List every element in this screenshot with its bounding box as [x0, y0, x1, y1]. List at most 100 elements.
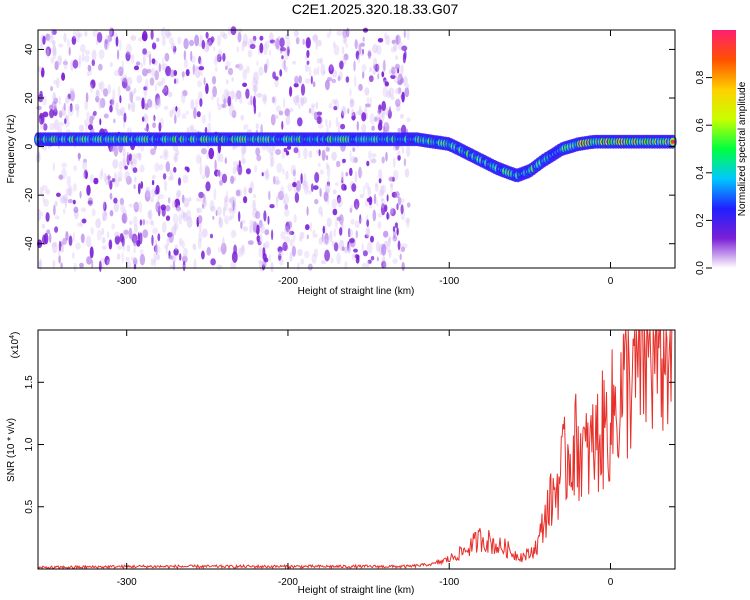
noise-speckle: [224, 195, 228, 203]
noise-speckle: [258, 219, 263, 229]
noise-speckle: [177, 36, 182, 45]
noise-speckle: [239, 94, 243, 105]
noise-speckle: [228, 199, 232, 204]
noise-speckle: [276, 194, 279, 202]
noise-speckle: [178, 213, 182, 225]
noise-speckle: [308, 150, 313, 159]
noise-speckle: [73, 165, 78, 171]
noise-speckle: [142, 48, 148, 55]
noise-speckle: [280, 185, 285, 197]
noise-speckle: [150, 220, 155, 227]
noise-speckle: [361, 242, 364, 253]
noise-speckle: [372, 44, 379, 54]
noise-speckle: [193, 107, 197, 120]
noise-speckle: [206, 153, 210, 160]
noise-speckle: [72, 183, 78, 192]
noise-speckle: [230, 175, 235, 184]
noise-speckle: [403, 75, 408, 88]
noise-speckle: [65, 188, 72, 196]
noise-speckle: [361, 123, 367, 134]
noise-speckle: [324, 224, 327, 236]
noise-speckle: [361, 64, 367, 72]
noise-speckle: [168, 232, 174, 243]
noise-speckle: [347, 241, 350, 252]
noise-speckle: [256, 211, 261, 220]
noise-speckle: [143, 86, 148, 91]
noise-speckle: [52, 241, 58, 254]
noise-speckle: [56, 192, 61, 197]
noise-speckle: [370, 255, 375, 261]
noise-speckle: [293, 30, 299, 37]
noise-speckle: [396, 35, 399, 46]
x-tick-label: 0: [608, 276, 614, 287]
noise-speckle: [319, 186, 321, 192]
noise-speckle: [54, 215, 60, 220]
noise-speckle: [403, 29, 406, 39]
noise-speckle: [300, 83, 306, 96]
noise-speckle: [201, 114, 206, 125]
noise-speckle: [140, 62, 143, 68]
noise-speckle: [122, 158, 127, 169]
noise-speckle: [50, 86, 54, 92]
noise-speckle: [236, 164, 240, 172]
noise-speckle: [166, 237, 170, 247]
noise-speckle: [53, 204, 56, 216]
noise-speckle: [404, 168, 410, 178]
noise-speckle: [400, 246, 405, 252]
noise-speckle: [326, 32, 330, 39]
noise-speckle: [399, 198, 405, 204]
noise-speckle: [103, 173, 108, 182]
noise-speckle: [390, 95, 395, 101]
noise-speckle: [137, 152, 142, 161]
noise-speckle: [95, 90, 101, 99]
noise-speckle: [342, 158, 346, 163]
noise-speckle: [161, 77, 166, 85]
noise-speckle: [182, 212, 188, 222]
noise-speckle: [41, 184, 48, 191]
noise-speckle: [275, 38, 280, 50]
noise-speckle: [83, 119, 90, 126]
noise-speckle: [331, 99, 337, 105]
noise-speckle: [378, 190, 384, 197]
noise-speckle: [401, 261, 405, 272]
noise-speckle: [242, 68, 248, 81]
noise-speckle: [89, 115, 94, 125]
noise-speckle: [79, 190, 82, 199]
noise-speckle: [280, 47, 286, 52]
noise-speckle: [104, 255, 110, 266]
noise-speckle: [286, 46, 290, 57]
noise-speckle: [123, 112, 127, 123]
noise-speckle: [196, 111, 201, 118]
noise-speckle: [219, 180, 223, 186]
noise-speckle: [78, 152, 81, 162]
noise-speckle: [256, 92, 263, 98]
noise-speckle: [86, 184, 91, 196]
noise-speckle: [52, 40, 55, 48]
noise-speckle: [405, 217, 411, 224]
noise-speckle: [114, 235, 121, 245]
noise-speckle: [389, 183, 394, 188]
noise-speckle: [379, 185, 385, 196]
noise-speckle: [144, 78, 149, 91]
noise-speckle: [57, 55, 63, 65]
noise-speckle: [154, 189, 159, 195]
noise-speckle: [36, 105, 42, 111]
noise-speckle: [222, 206, 226, 217]
noise-speckle: [318, 237, 323, 245]
noise-speckle: [177, 204, 181, 213]
noise-speckle: [364, 182, 370, 190]
noise-speckle: [92, 29, 99, 38]
noise-speckle: [220, 242, 227, 255]
noise-speckle: [353, 75, 357, 87]
noise-speckle: [341, 110, 344, 119]
noise-speckle: [52, 92, 56, 102]
noise-speckle: [205, 83, 209, 95]
noise-speckle: [228, 207, 234, 212]
noise-speckle: [330, 257, 334, 264]
noise-speckle: [84, 100, 88, 111]
noise-speckle: [287, 229, 292, 236]
noise-speckle: [383, 262, 388, 268]
noise-speckle: [264, 229, 270, 236]
noise-speckle: [142, 68, 148, 77]
